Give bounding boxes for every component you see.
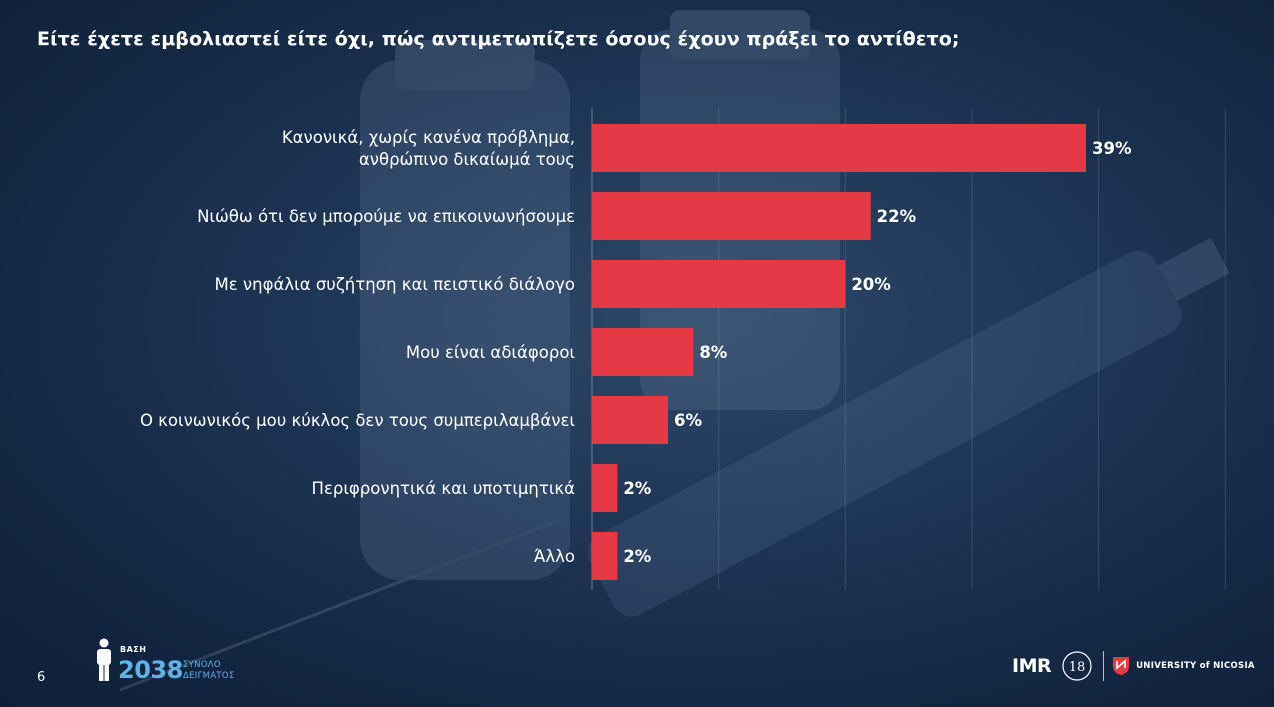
bar [592, 464, 618, 512]
value-label: 2% [623, 547, 651, 566]
base-count: 2038 [118, 656, 183, 684]
imr-logo: IMR [1012, 655, 1052, 677]
bar [592, 532, 618, 580]
value-label: 20% [851, 275, 891, 294]
value-label: 2% [623, 479, 651, 498]
value-label: 6% [674, 411, 702, 430]
bar [592, 124, 1086, 172]
category-label: ανθρώπινο δικαίωμά τους [359, 150, 575, 169]
value-label: 39% [1092, 139, 1132, 158]
base-caption: ΣΥΝΟΛΟ ΔΕΙΓΜΑΤΟΣ [183, 660, 235, 682]
logo-separator [1103, 651, 1105, 681]
base-caption-line-1: ΣΥΝΟΛΟ [183, 660, 221, 670]
page-title: Είτε έχετε εμβολιαστεί είτε όχι, πώς αντ… [37, 28, 960, 50]
bar [592, 396, 668, 444]
university-name: UNIVERSITY of NICOSIA [1136, 661, 1255, 671]
person-icon [97, 638, 111, 681]
page-number: 6 [37, 670, 46, 685]
base-caption-line-2: ΔΕΙΓΜΑΤΟΣ [183, 671, 235, 681]
bar [592, 192, 871, 240]
category-label: Με νηφάλια συζήτηση και πειστικό διάλογο [215, 275, 575, 294]
bar [592, 328, 694, 376]
university-shield-icon [1113, 657, 1130, 675]
anniversary-number: 18 [1069, 660, 1086, 675]
bar [592, 260, 846, 308]
value-label: 22% [877, 207, 917, 226]
base-label: ΒΑΣΗ [120, 645, 147, 654]
anniversary-badge-icon: 18 [1062, 651, 1092, 681]
partner-logos: IMR 18 UNIVERSITY of NICOSIA [1012, 648, 1255, 684]
category-label: Μου είναι αδιάφοροι [406, 343, 576, 362]
category-label: Περιφρονητικά και υποτιμητικά [312, 479, 576, 498]
category-label: Κανονικά, χωρίς κανένα πρόβλημα, [282, 128, 575, 147]
category-label: Νιώθω ότι δεν μπορούμε να επικοινωνήσουμ… [197, 207, 575, 226]
category-label: Ο κοινωνικός μου κύκλος δεν τους συμπερι… [140, 411, 575, 430]
value-label: 8% [699, 343, 727, 362]
category-label: Άλλο [534, 547, 575, 566]
